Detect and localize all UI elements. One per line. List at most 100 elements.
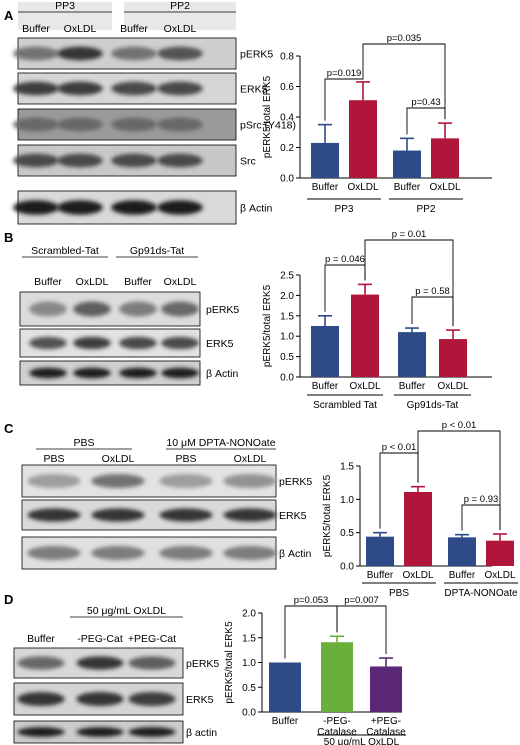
- x-tick-label: Catalase: [366, 727, 406, 738]
- y-tick-label: 0.5: [280, 352, 294, 363]
- blot-header-bg: [124, 2, 236, 30]
- blot-lane-label: Buffer: [124, 276, 152, 288]
- blot-row: ERK5: [13, 682, 214, 716]
- blot-group-header: 10 μM DPTA-NONOate: [166, 437, 275, 449]
- blot-row: β Actin: [13, 190, 272, 225]
- blot-row: Src: [13, 144, 256, 177]
- group-label: PP3: [335, 204, 354, 215]
- blot-band: [73, 367, 111, 379]
- blot-row: pERK5: [13, 37, 273, 70]
- blot-band-label: β Actin: [206, 368, 238, 380]
- x-tick-label: Buffer: [367, 570, 394, 581]
- blot-lane-label: OxLDL: [234, 453, 267, 465]
- blot-band: [223, 545, 277, 561]
- western-blots: PP3 PP2 Buffer OxLDL Buffer OxLDL pERK5 ERK5 pSr…: [13, 0, 312, 744]
- blot-band: [157, 117, 203, 132]
- group-label: PBS: [389, 588, 409, 599]
- blot-panel-b: Scrambled-Tat Gp91ds-Tat Buffer OxLDL Buffer…: [19, 245, 239, 386]
- blot-row: ERK5: [19, 328, 234, 358]
- p-value-label: p=0.019: [327, 68, 362, 79]
- blot-band: [17, 727, 65, 737]
- blot-band-label: ERK5: [240, 84, 268, 96]
- blot-lane-label: PBS: [43, 453, 64, 465]
- y-tick-label: 1.0: [280, 332, 294, 343]
- bar: [404, 492, 432, 566]
- blot-band-label: pERK5: [279, 476, 312, 488]
- bar-chart-d: 0.0 0.5 1.0 1.5 2.0 pERK5/total ERK5 Buffer -PE…: [224, 595, 406, 745]
- x-tick-label: OxLDL: [484, 570, 516, 581]
- significance-bracket: [411, 296, 454, 327]
- blot-row: pERK5: [21, 464, 312, 498]
- blot-group-header: PP2: [170, 0, 190, 12]
- blot-group-header: Scrambled-Tat: [31, 245, 99, 257]
- bar: [448, 537, 476, 566]
- blot-lane-label: +PEG-Cat: [128, 633, 176, 645]
- x-tick-label: Buffer: [399, 381, 426, 392]
- blot-band: [17, 691, 65, 707]
- blot-group-header: Gp91ds-Tat: [130, 245, 184, 257]
- y-tick-label: 1.0: [340, 495, 354, 506]
- y-tick-label: 0.5: [340, 528, 354, 539]
- group-label: PP2: [417, 204, 436, 215]
- blot-band: [157, 81, 203, 96]
- blot-band-label: pERK5: [186, 658, 219, 670]
- blot-band-label: pERK5: [206, 304, 239, 316]
- x-tick-label: OxLDL: [429, 182, 461, 193]
- blot-band: [159, 545, 213, 561]
- blot-band: [57, 117, 103, 132]
- blot-header-bg: [18, 2, 112, 30]
- y-tick-label: 0.8: [280, 52, 294, 63]
- blot-band: [91, 545, 145, 561]
- panel-label-b: B: [4, 230, 13, 245]
- blot-band: [73, 336, 111, 350]
- bar: [269, 662, 301, 712]
- y-tick-label: 1.5: [242, 633, 256, 644]
- x-tick-label: OxLDL: [347, 182, 379, 193]
- significance-bracket: [362, 43, 446, 120]
- blot-band: [161, 367, 199, 379]
- blot-band: [17, 656, 65, 670]
- y-tick-label: 2.0: [242, 609, 256, 620]
- blot-lane-label: OxLDL: [102, 453, 135, 465]
- panel-label-c: C: [4, 421, 14, 436]
- x-tick-label: OxLDL: [349, 381, 381, 392]
- significance-bracket: [324, 77, 364, 121]
- significance-bracket: [364, 239, 454, 327]
- blot-group-header: 50 μg/mL OxLDL: [87, 605, 166, 617]
- blot-band: [73, 301, 111, 317]
- x-tick-label: Buffer: [272, 716, 299, 727]
- blot-panel-a: PP3 PP2 Buffer OxLDL Buffer OxLDL pERK5 ERK5 pSr…: [13, 0, 296, 225]
- group-label: Gp91ds-Tat: [407, 400, 459, 411]
- x-tick-label: Buffer: [449, 570, 476, 581]
- blot-row: β actin: [13, 720, 217, 744]
- y-axis-label: pERK5/total ERK5: [262, 284, 273, 367]
- blot-band: [57, 46, 103, 61]
- blot-band: [57, 81, 103, 96]
- p-value-label: p=0.035: [387, 33, 422, 44]
- bar: [351, 294, 379, 377]
- blot-band: [57, 200, 103, 215]
- x-tick-label: Catalase: [317, 727, 357, 738]
- blot-band: [13, 117, 59, 132]
- blot-band: [119, 336, 157, 350]
- blot-band: [91, 473, 145, 489]
- y-tick-label: 0.0: [280, 373, 294, 384]
- blot-band: [91, 508, 145, 522]
- y-tick-label: 0.2: [280, 143, 294, 154]
- bar: [349, 100, 377, 178]
- panel-label-d: D: [4, 592, 13, 607]
- x-tick-label: Buffer: [312, 381, 339, 392]
- blot-band: [13, 153, 59, 168]
- y-axis-label: pERK5/total ERK5: [322, 474, 333, 557]
- blot-band-label: ERK5: [279, 510, 307, 522]
- p-value-label: p = 0.046: [325, 254, 365, 265]
- p-value-label: p=0.43: [411, 97, 440, 108]
- bar-chart-c: 0.0 0.5 1.0 1.5 pERK5/total ERK5 Buffer OxLDL B…: [322, 420, 518, 599]
- blot-lane-label: -PEG-Cat: [77, 633, 123, 645]
- blot-band: [161, 301, 199, 317]
- bar: [311, 142, 339, 178]
- blot-band-label: pSrc (Y418): [240, 120, 296, 132]
- significance-bracket: [336, 605, 387, 655]
- blot-band: [76, 656, 124, 670]
- blot-band: [13, 200, 59, 215]
